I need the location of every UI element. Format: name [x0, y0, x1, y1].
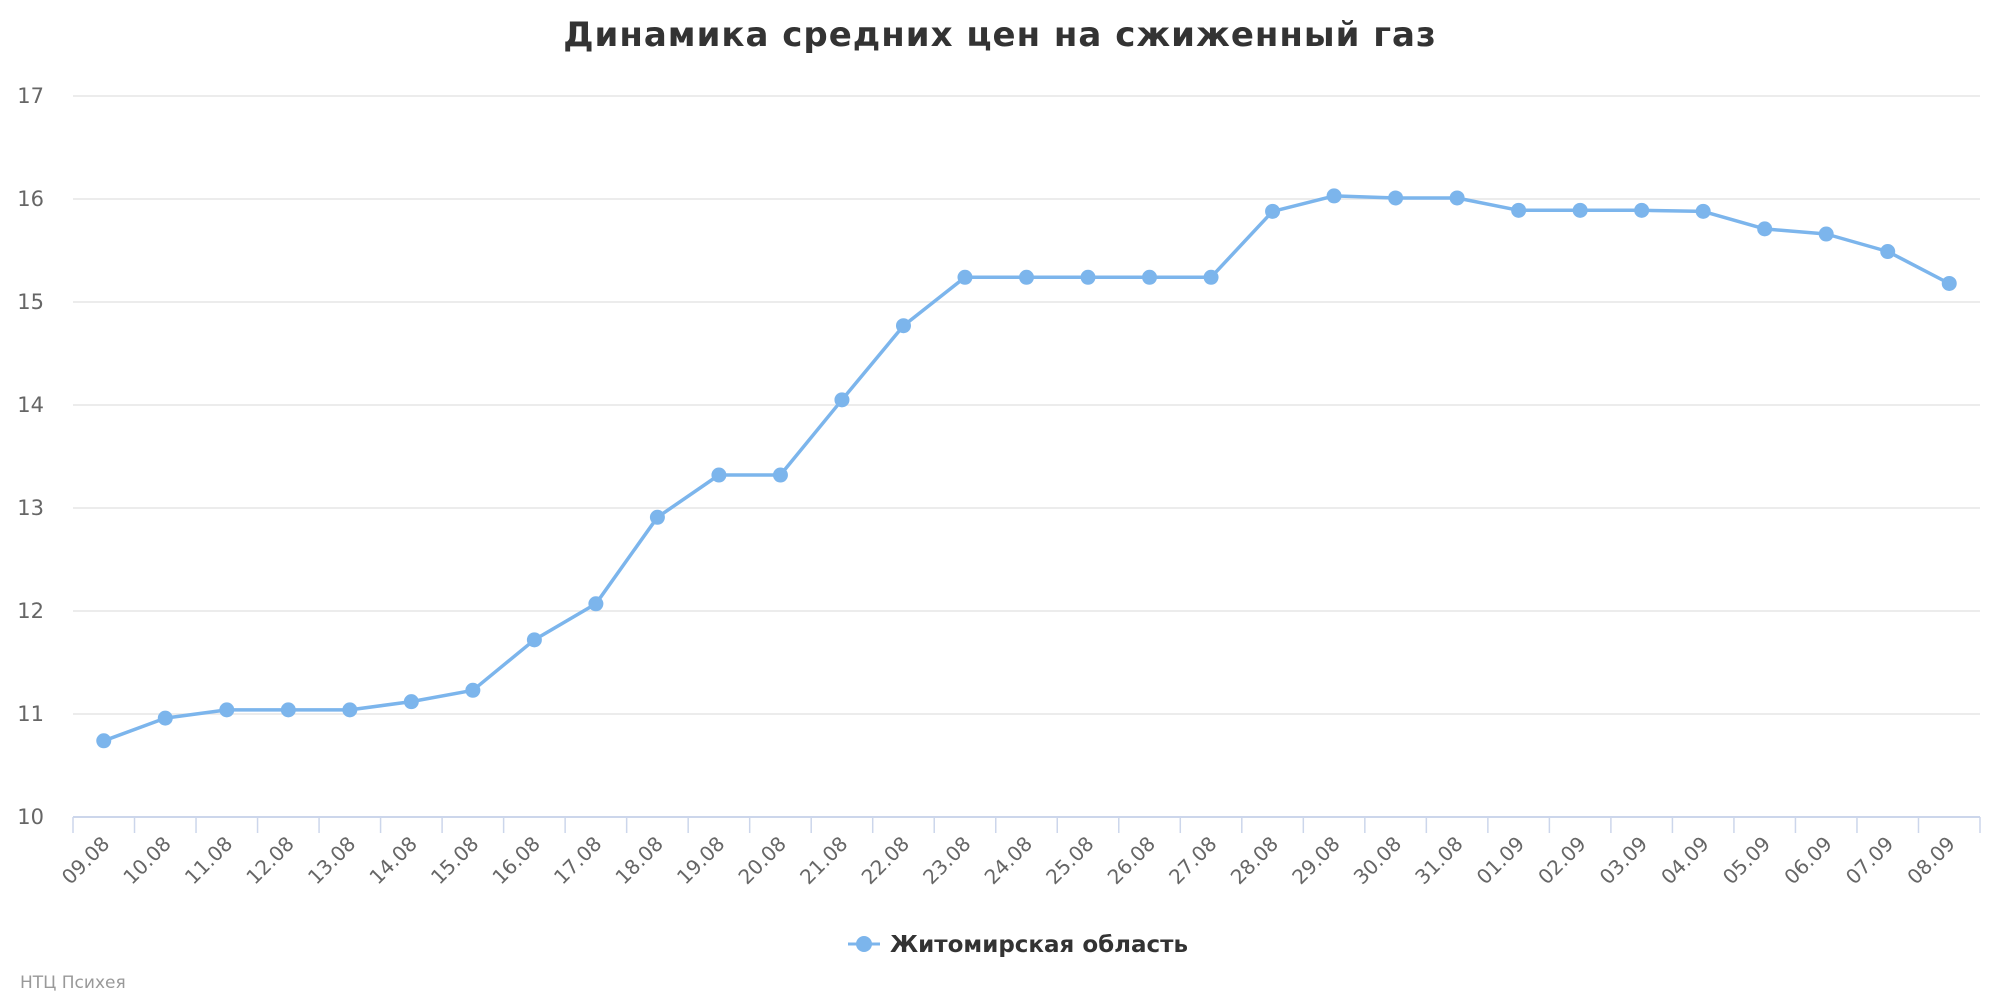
data-point	[1449, 190, 1465, 206]
x-tick-label: 22.08	[857, 832, 914, 889]
data-point	[1757, 221, 1773, 237]
data-point	[1818, 226, 1834, 242]
x-tick-label: 24.08	[980, 832, 1037, 889]
data-point	[834, 392, 850, 408]
grid-lines	[73, 95, 1980, 715]
x-axis: 09.08 10.08 11.08 12.08 13.08 14.08 15.08 16.08…	[57, 816, 1981, 889]
x-tick-label: 29.08	[1287, 832, 1344, 889]
data-point	[772, 467, 788, 483]
legend-label: Житомирская область	[890, 932, 1188, 958]
x-tick-label: 03.09	[1595, 832, 1652, 889]
x-tick-label: 27.08	[1164, 832, 1221, 889]
x-tick-label: 31.08	[1410, 832, 1467, 889]
data-point	[649, 509, 665, 525]
data-point	[1880, 244, 1896, 260]
x-tick-label: 04.09	[1656, 832, 1713, 889]
x-tick-label: 17.08	[549, 832, 606, 889]
data-point	[96, 733, 112, 749]
x-tick-label: 09.08	[57, 832, 114, 889]
x-tick-label: 07.09	[1841, 832, 1898, 889]
x-tick-label: 25.08	[1041, 832, 1098, 889]
y-tick-label: 15	[17, 290, 44, 314]
data-point	[1634, 202, 1650, 218]
data-point	[957, 269, 973, 285]
y-tick-label: 12	[17, 599, 44, 623]
x-tick-label: 19.08	[672, 832, 729, 889]
x-tick-label: 01.09	[1472, 832, 1529, 889]
x-tick-label: 30.08	[1349, 832, 1406, 889]
x-tick-label: 11.08	[180, 832, 237, 889]
x-tick-label: 05.09	[1718, 832, 1775, 889]
data-point	[280, 702, 296, 718]
x-tick-label: 02.09	[1533, 832, 1590, 889]
x-tick-label: 14.08	[364, 832, 421, 889]
x-tick-label: 06.09	[1779, 832, 1836, 889]
data-point	[342, 702, 358, 718]
x-tick-label: 10.08	[118, 832, 175, 889]
data-point	[403, 694, 419, 710]
data-point	[157, 710, 173, 726]
data-point	[1695, 203, 1711, 219]
x-tick-label: 28.08	[1226, 832, 1283, 889]
x-tick-label: 26.08	[1103, 832, 1160, 889]
x-tick-label: 13.08	[303, 832, 360, 889]
data-point	[219, 702, 235, 718]
y-tick-label: 10	[17, 805, 44, 829]
data-point	[711, 467, 727, 483]
x-tick-label: 16.08	[487, 832, 544, 889]
data-point	[588, 596, 604, 612]
x-tick-label: 12.08	[241, 832, 298, 889]
series-layer	[96, 188, 1957, 749]
data-point	[1572, 202, 1588, 218]
x-tick-label: 21.08	[795, 832, 852, 889]
x-tick-label: 08.09	[1902, 832, 1959, 889]
legend[interactable]: Житомирская область	[848, 932, 1188, 958]
y-tick-label: 16	[17, 187, 44, 211]
data-point	[1203, 269, 1219, 285]
data-point	[1080, 269, 1096, 285]
legend-marker	[856, 936, 872, 952]
y-tick-label: 13	[17, 496, 44, 520]
x-tick-label: 18.08	[610, 832, 667, 889]
data-point	[526, 632, 542, 648]
data-point	[1941, 275, 1957, 291]
y-tick-label: 14	[17, 393, 44, 417]
y-tick-label: 17	[17, 84, 44, 108]
y-tick-label: 11	[17, 702, 44, 726]
data-point	[1265, 203, 1281, 219]
data-point	[1142, 269, 1158, 285]
x-tick-label: 23.08	[918, 832, 975, 889]
x-tick-label: 15.08	[426, 832, 483, 889]
data-point	[1388, 190, 1404, 206]
data-point	[895, 318, 911, 334]
chart-title: Динамика средних цен на сжиженный газ	[563, 15, 1437, 55]
data-point	[465, 682, 481, 698]
x-tick-label: 20.08	[734, 832, 791, 889]
data-point	[1019, 269, 1034, 285]
credits-text[interactable]: НТЦ Психея	[20, 973, 126, 993]
data-point	[1511, 202, 1527, 218]
y-axis: 10 11 12 13 14 15 16 17	[17, 84, 44, 829]
data-point	[1326, 188, 1342, 204]
